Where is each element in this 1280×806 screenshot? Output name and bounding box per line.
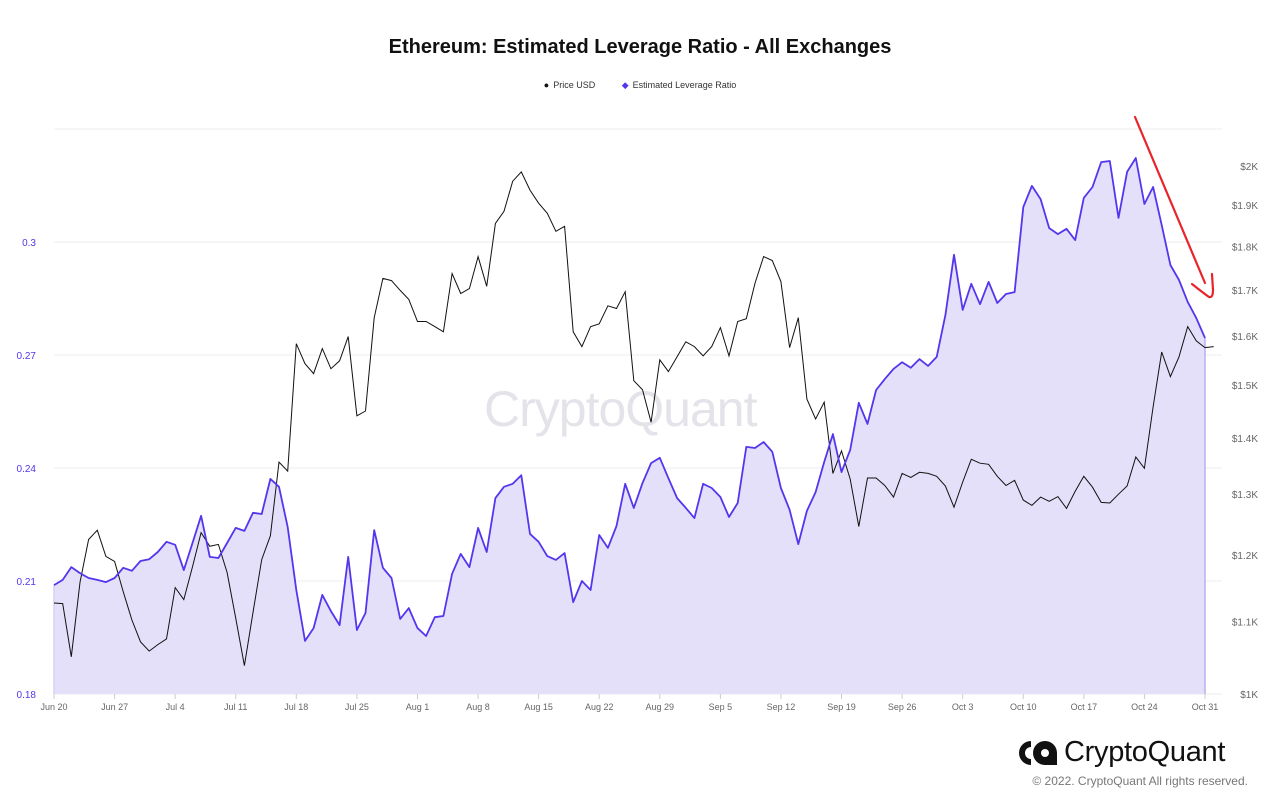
x-tick-label: Oct 10 (1010, 702, 1037, 712)
x-tick-label: Sep 19 (827, 702, 856, 712)
x-tick-label: Jul 18 (284, 702, 308, 712)
chart-legend: ● Price USD ◆ Estimated Leverage Ratio (0, 80, 1280, 91)
legend-item-price[interactable]: ● Price USD (544, 80, 595, 90)
x-tick-label: Aug 22 (585, 702, 614, 712)
leverage-area (54, 158, 1205, 694)
leverage-line (53, 157, 1206, 642)
right-tick-label: $1.4K (1232, 434, 1258, 445)
legend-label: Price USD (553, 80, 596, 90)
x-tick-label: Jun 20 (40, 702, 67, 712)
x-tick-label: Aug 15 (524, 702, 553, 712)
price-line (53, 171, 1214, 666)
x-tick-label: Oct 3 (952, 702, 974, 712)
cryptoquant-logo: CryptoQuant (1018, 736, 1225, 769)
left-tick-label: 0.18 (17, 690, 37, 701)
right-tick-label: $1.6K (1232, 332, 1258, 343)
x-tick-label: Sep 12 (767, 702, 796, 712)
dot-marker-icon: ● (543, 80, 550, 90)
x-tick-label: Jun 27 (101, 702, 128, 712)
x-tick-label: Aug 1 (406, 702, 430, 712)
left-tick-label: 0.3 (22, 238, 36, 249)
right-tick-label: $1.9K (1232, 201, 1258, 212)
diamond-marker-icon: ◆ (621, 80, 629, 90)
right-tick-label: $1.1K (1232, 617, 1258, 628)
left-tick-label: 0.27 (17, 351, 37, 362)
right-tick-label: $1.8K (1232, 242, 1258, 253)
x-tick-label: Oct 17 (1071, 702, 1098, 712)
right-tick-label: $1.2K (1232, 551, 1258, 562)
x-tick-label: Oct 24 (1131, 702, 1158, 712)
x-tick-label: Oct 31 (1192, 702, 1219, 712)
right-tick-label: $1.3K (1232, 490, 1258, 501)
right-tick-label: $2K (1240, 162, 1258, 173)
right-tick-label: $1.7K (1232, 286, 1258, 297)
logo-icon (1019, 740, 1057, 765)
legend-item-leverage[interactable]: ◆ Estimated Leverage Ratio (622, 80, 736, 91)
x-tick-label: Jul 11 (224, 702, 247, 712)
x-tick-label: Aug 8 (466, 702, 490, 712)
left-tick-label: 0.24 (17, 464, 37, 475)
x-tick-label: Sep 5 (709, 702, 733, 712)
arrow-shaft (1133, 115, 1207, 285)
chart-title: Ethereum: Estimated Leverage Ratio - All… (388, 36, 892, 58)
arrow-head (1190, 272, 1215, 299)
x-tick-label: Aug 29 (646, 702, 675, 712)
right-tick-label: $1.5K (1232, 381, 1258, 392)
x-tick-label: Sep 26 (888, 702, 917, 712)
x-tick-label: Jul 25 (345, 702, 369, 712)
x-tick-label: Jul 4 (166, 702, 185, 712)
watermark: CryptoQuant (484, 381, 757, 437)
left-tick-label: 0.21 (17, 577, 37, 588)
logo-text: CryptoQuant (1064, 736, 1226, 768)
copyright: © 2022. CryptoQuant All rights reserved. (1032, 774, 1248, 788)
annotation-arrow (1133, 115, 1215, 299)
legend-label: Estimated Leverage Ratio (632, 80, 737, 90)
right-tick-label: $1K (1240, 690, 1258, 701)
